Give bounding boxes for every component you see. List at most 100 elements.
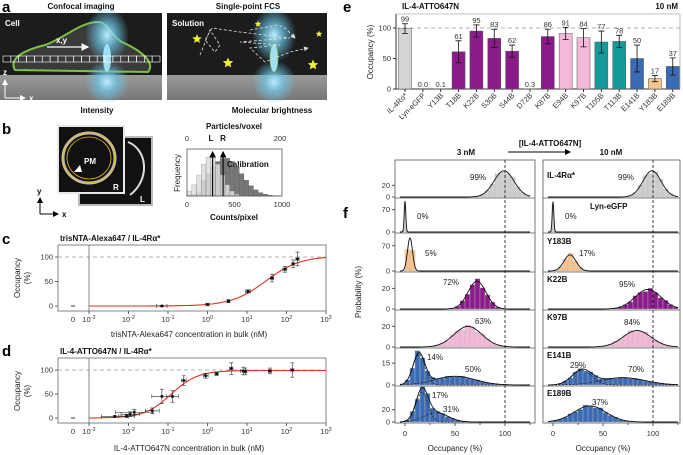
histogram-bar (414, 350, 421, 386)
histogram-bar (582, 404, 589, 423)
peak-label: 95% (619, 280, 635, 289)
fluorophore-star-icon (315, 30, 323, 37)
chart-title: trisNTA-Alexa647 / IL-4Rα* (60, 234, 161, 243)
peak-label: 70% (628, 365, 644, 374)
peak-label: 14% (427, 353, 443, 362)
bar-value-label: 78 (615, 26, 623, 35)
error-bar (473, 24, 480, 38)
data-point (160, 394, 164, 398)
data-point (113, 415, 117, 419)
error-bar (491, 28, 498, 48)
histogram-bar (642, 380, 649, 386)
data-point (246, 289, 250, 293)
peak-label: 0% (417, 212, 429, 221)
histogram-bar (622, 335, 629, 348)
error-bar (616, 34, 623, 48)
y-tick-label: 0 (387, 85, 391, 94)
x-tick-label: 50 (599, 429, 607, 438)
category-label: E141B (619, 91, 641, 113)
category-label: E189B (655, 91, 677, 113)
x-tick-label: 100 (202, 427, 213, 436)
y-tick-label: 0 (49, 302, 53, 311)
gaussian-fit-curve (400, 237, 530, 272)
fluorophore-stars (192, 20, 323, 70)
peak-label: 84% (624, 318, 640, 327)
x-tick-label: 100 (499, 429, 512, 438)
x-tick-label: 10-3 (82, 315, 95, 324)
histogram-bar (464, 378, 471, 386)
cell-label: Cell (5, 19, 20, 28)
concentration-header: [IL-4-ATTO647N] (519, 139, 582, 148)
histogram-bar (434, 378, 441, 386)
category-label: K22B (461, 91, 480, 110)
x-tick-label: 102 (281, 315, 292, 324)
y-tick-label: 70 (382, 205, 390, 214)
category-label: T105B (584, 91, 606, 113)
gaussian-fit-curve (399, 387, 530, 423)
x-tick-label: 103 (320, 315, 331, 324)
panel-a: Confocal imaging Single-point FCS x,y Ce… (0, 2, 327, 115)
peak-label: 29% (570, 361, 586, 370)
y-tick-label: 0 (386, 228, 390, 237)
x-tick-label: 10-2 (122, 427, 135, 436)
histogram-bar (602, 412, 609, 423)
data-point (229, 367, 233, 371)
histogram-bar (657, 179, 664, 198)
gaussian-fit-curve (547, 405, 678, 423)
data-point (171, 394, 175, 398)
histogram-bar (632, 331, 639, 348)
y-tick-label: 100 (40, 366, 53, 375)
light-histogram-bar (205, 156, 211, 197)
histogram-bar (662, 189, 669, 198)
histogram-bar (597, 378, 604, 386)
y-tick-label: 20 (382, 405, 390, 414)
bar-value-label: 95 (472, 16, 480, 25)
hill-fit-curve (89, 256, 327, 307)
histogram-bar (419, 386, 426, 423)
component-fit-curve (547, 370, 678, 386)
calibration-histogram: Particles/voxel 0 200 L R Calibration Fr… (173, 122, 290, 222)
histogram-bar (444, 416, 451, 423)
histogram-bar (612, 378, 619, 386)
bottom-tick-500: 500 (228, 200, 241, 209)
histogram-bar (459, 329, 466, 348)
gaussian-fit-curve (400, 325, 530, 348)
category-label: D72B (515, 91, 535, 111)
row-label-e141b: E141B (547, 351, 572, 360)
x-axis-title-left: Occupancy (%) (428, 444, 483, 453)
histogram-bar (572, 411, 579, 423)
histogram-bar (424, 393, 431, 423)
data-point (243, 369, 247, 373)
panel-letter-d: d (2, 343, 11, 360)
bar-value-label: 0.3 (525, 80, 535, 89)
y-tick-label: 50 (383, 54, 391, 63)
confocal-scheme: x,y Cell z x (0, 7, 162, 104)
peak-label: 17% (579, 249, 595, 258)
top-tick-0: 0 (185, 134, 189, 143)
x-tick-label: 0 (551, 429, 555, 438)
histogram-bar (474, 278, 481, 310)
light-histogram-bar (191, 184, 197, 197)
histogram-bar (662, 300, 669, 310)
histogram-bar (494, 173, 501, 198)
histogram-bar (577, 368, 584, 386)
dark-histogram-bar (239, 173, 245, 197)
bar (398, 28, 412, 90)
coverslip-fcs (167, 75, 327, 100)
gaussian-fit-curve (548, 201, 678, 233)
solution-label: Solution (172, 19, 204, 28)
peak-label: 72% (443, 278, 459, 287)
y-tick-label: 0 (386, 193, 390, 202)
error-bar (580, 28, 587, 48)
x-tick-label: 10-2 (122, 315, 135, 324)
histogram-bar (509, 176, 516, 198)
calibration-label: Calibration (227, 160, 269, 169)
chart-title: IL-4-ATTO647N (402, 2, 459, 11)
panel-c-titration-chart: trisNTA-Alexa647 / IL-4Rα* trisNTA-Alexa… (13, 234, 332, 339)
histogram-bar (464, 324, 471, 348)
histogram-bar (627, 378, 634, 386)
data-point (206, 303, 209, 307)
gaussian-fit-curve (548, 288, 679, 310)
fluorophore-star-icon (222, 57, 234, 68)
y-axis-title-line1: Occupancy (13, 371, 22, 411)
